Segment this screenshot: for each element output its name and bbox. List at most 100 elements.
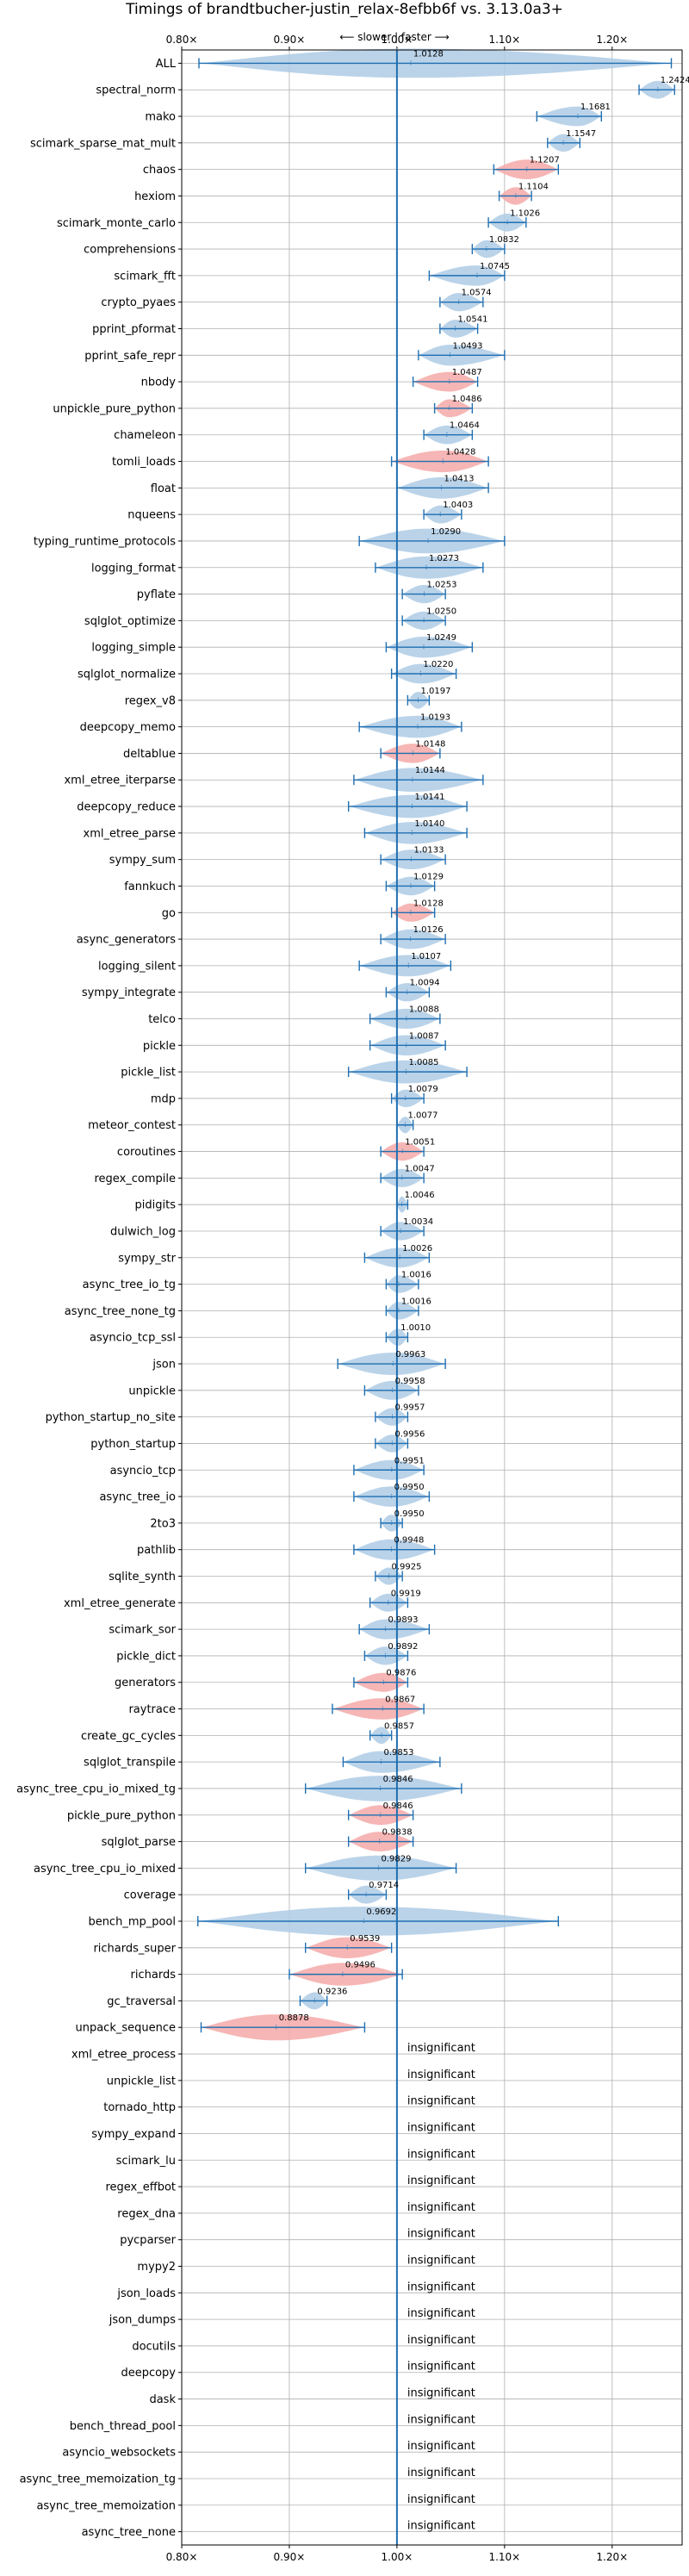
benchmark-label: pathlib <box>137 1544 176 1557</box>
benchmark-label: nbody <box>141 376 177 389</box>
value-label: 0.9496 <box>345 1961 376 1970</box>
value-label: 1.0141 <box>415 793 445 802</box>
benchmark-label: 2to3 <box>150 1517 176 1530</box>
value-label: 0.9950 <box>394 1509 425 1519</box>
value-label: 1.0128 <box>413 49 444 59</box>
benchmark-label: richards_super <box>93 1942 176 1955</box>
value-label: 1.0077 <box>408 1111 438 1121</box>
benchmark-label: meteor_contest <box>88 1119 176 1132</box>
value-label: 1.0047 <box>405 1164 435 1173</box>
benchmark-label: sympy_expand <box>91 2128 176 2141</box>
x-tick-label-top: 0.80× <box>166 34 198 46</box>
insignificant-label: insignificant <box>407 2148 475 2161</box>
insignificant-label: insignificant <box>407 2228 475 2241</box>
x-tick-label-top: 1.20× <box>596 34 628 46</box>
benchmark-label: pickle <box>143 1040 176 1053</box>
insignificant-label: insignificant <box>407 2440 475 2453</box>
value-label: 0.9919 <box>391 1589 421 1598</box>
benchmark-label: pickle_dict <box>116 1650 176 1663</box>
x-tick-label-top: 1.10× <box>488 34 520 46</box>
value-label: 0.9956 <box>394 1429 425 1439</box>
benchmark-label: mako <box>145 111 176 124</box>
benchmark-label: async_tree_memoization_tg <box>20 2473 176 2486</box>
benchmark-label: chaos <box>143 164 176 177</box>
benchmark-label: tornado_http <box>103 2101 176 2114</box>
benchmark-label: asyncio_tcp_ssl <box>90 1332 176 1345</box>
benchmark-label: pickle_list <box>121 1067 176 1080</box>
value-label: 1.0403 <box>443 501 473 510</box>
benchmark-label: async_tree_io <box>99 1491 176 1504</box>
value-label: 1.0144 <box>415 766 445 775</box>
value-label: 1.0249 <box>426 633 456 643</box>
benchmark-label: deltablue <box>123 748 176 761</box>
benchmark-label: typing_runtime_protocols <box>34 535 176 548</box>
insignificant-label: insignificant <box>407 2467 475 2480</box>
value-label: 1.0220 <box>423 660 453 669</box>
benchmark-label: async_tree_cpu_io_mixed_tg <box>16 1783 176 1795</box>
insignificant-label: insignificant <box>407 2307 475 2320</box>
value-label: 1.0253 <box>427 581 457 590</box>
benchmark-label: python_startup_no_site <box>46 1411 176 1424</box>
insignificant-label: insignificant <box>407 2387 475 2400</box>
benchmark-label: coverage <box>124 1889 176 1902</box>
value-label: 1.0487 <box>452 368 482 377</box>
benchmark-label: asyncio_tcp <box>110 1465 176 1478</box>
plot-frame <box>181 49 683 2546</box>
violin-layer <box>197 48 675 2041</box>
benchmark-label: richards <box>131 1969 177 1982</box>
benchmark-label: unpickle_pure_python <box>53 402 176 415</box>
value-label: 1.1681 <box>580 103 611 112</box>
benchmark-label: regex_effbot <box>105 2181 176 2194</box>
benchmark-label: async_tree_io_tg <box>83 1279 176 1291</box>
value-label: 0.9876 <box>386 1669 416 1678</box>
benchmark-label: async_tree_none_tg <box>65 1305 176 1318</box>
benchmark-label: scimark_monte_carlo <box>57 217 176 230</box>
value-label: 0.9950 <box>394 1483 425 1492</box>
x-tick-label-top: 1.00× <box>382 34 413 46</box>
insignificant-label: insignificant <box>407 2255 475 2268</box>
benchmark-label: go <box>162 907 176 920</box>
benchmark-label: sympy_sum <box>109 854 176 867</box>
error-bar-layer <box>197 50 675 2545</box>
value-label: 1.0273 <box>429 554 459 563</box>
x-tick-label-bottom: 0.80× <box>166 2551 198 2563</box>
value-label: 1.0541 <box>457 314 487 324</box>
insignificant-label: insignificant <box>407 2413 475 2426</box>
benchmark-label: dulwich_log <box>110 1225 176 1238</box>
value-label: 0.9853 <box>384 1748 414 1758</box>
benchmark-label: mdp <box>151 1092 176 1105</box>
benchmark-label: regex_dna <box>117 2207 176 2220</box>
value-label: 0.9948 <box>394 1536 424 1546</box>
benchmark-label: raytrace <box>128 1703 176 1716</box>
benchmark-label: generators <box>115 1677 176 1689</box>
direction-label: ⟵ slower | faster ⟶ <box>339 31 450 43</box>
benchmark-label: async_tree_memoization <box>36 2499 176 2512</box>
benchmark-label: sympy_str <box>118 1252 176 1265</box>
value-label: 1.1207 <box>530 156 560 165</box>
value-label: 1.0016 <box>401 1271 431 1280</box>
value-label: 1.0832 <box>489 235 519 245</box>
benchmark-label: create_gc_cycles <box>81 1730 176 1743</box>
value-label: 0.9925 <box>392 1562 422 1571</box>
benchmark-label: scimark_lu <box>116 2155 176 2168</box>
benchmark-label: spectral_norm <box>96 84 176 97</box>
value-label: 1.0079 <box>408 1085 438 1094</box>
value-label: 1.0087 <box>409 1031 439 1041</box>
benchmark-label: unpickle_list <box>107 2075 176 2088</box>
benchmark-label: scimark_sparse_mat_mult <box>30 137 176 150</box>
benchmark-label: xml_etree_iterparse <box>64 775 176 787</box>
value-label: 0.9846 <box>383 1801 413 1811</box>
value-label: 1.0140 <box>414 819 444 829</box>
x-tick-label-bottom: 1.10× <box>488 2551 520 2563</box>
benchmark-label: sqlglot_optimize <box>84 615 176 628</box>
benchmark-label: scimark_fft <box>114 270 176 283</box>
benchmark-label: dask <box>149 2393 176 2406</box>
value-label: 0.9963 <box>395 1350 425 1360</box>
benchmark-label: unpickle <box>128 1384 176 1397</box>
value-label: 0.9846 <box>383 1775 413 1784</box>
value-label: 1.0051 <box>405 1138 435 1148</box>
value-label: 1.0745 <box>480 262 510 271</box>
insignificant-label: insignificant <box>407 2095 475 2108</box>
value-label: 1.0085 <box>409 1058 439 1067</box>
x-tick-label-bottom: 0.90× <box>274 2551 306 2563</box>
